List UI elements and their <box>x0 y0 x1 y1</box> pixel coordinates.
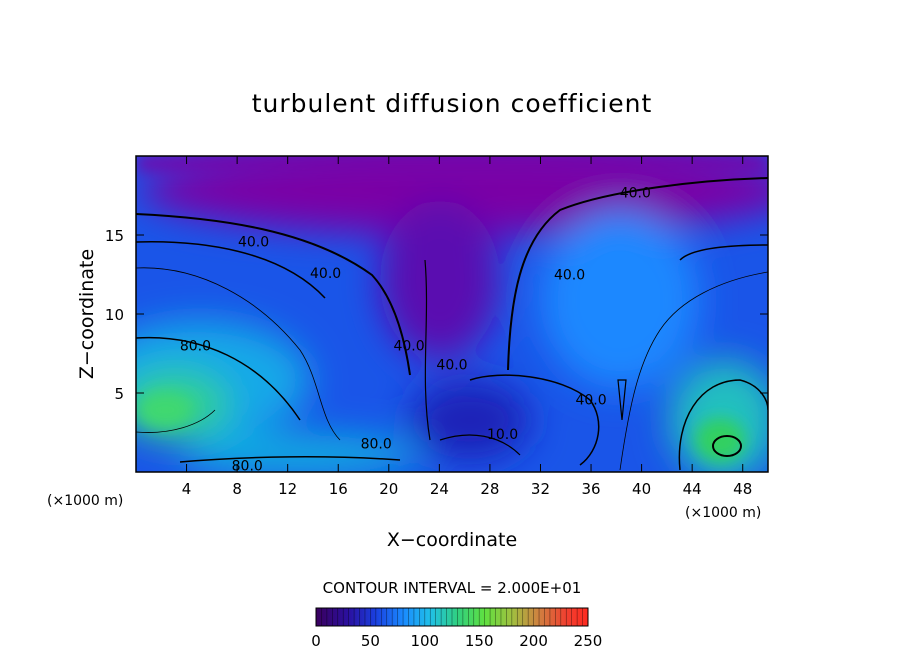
x-tick-label: 40 <box>632 480 651 498</box>
y-tick-label: 10 <box>105 306 124 324</box>
x-tick-label: 44 <box>683 480 702 498</box>
x-tick-label: 20 <box>379 480 398 498</box>
x-tick-label: 36 <box>581 480 600 498</box>
contour-label: 80.0 <box>180 339 211 355</box>
y-tick-label: 5 <box>114 385 124 403</box>
x-tick-label: 8 <box>232 480 242 498</box>
contour-label: 40.0 <box>238 234 269 250</box>
contour-label: 80.0 <box>361 437 392 453</box>
colorbar-tick-label: 100 <box>410 632 439 650</box>
x-axis-label: X−coordinate <box>387 529 517 551</box>
x-tick-label: 28 <box>480 480 499 498</box>
colorbar-tick-label: 200 <box>519 632 548 650</box>
colorbar-tick-label: 250 <box>574 632 603 650</box>
contour-label: 40.0 <box>575 392 606 408</box>
x-unit-left: (×1000 m) <box>47 493 123 509</box>
contour-label: 40.0 <box>310 266 341 282</box>
contour-interval: CONTOUR INTERVAL = 2.000E+01 <box>323 579 582 597</box>
x-tick-label: 32 <box>531 480 550 498</box>
x-tick-label: 16 <box>329 480 348 498</box>
contour-label: 40.0 <box>554 268 585 284</box>
contour-label: 40.0 <box>393 339 424 355</box>
contour-label: 10.0 <box>487 427 518 443</box>
colorbar-tick-label: 0 <box>311 632 321 650</box>
contour-label: 40.0 <box>436 358 467 374</box>
x-tick-label: 48 <box>733 480 752 498</box>
contour-label: 40.0 <box>620 185 651 201</box>
x-tick-label: 4 <box>182 480 192 498</box>
chart-title: turbulent diffusion coefficient <box>252 89 653 118</box>
colorbar: 0 50 100 150 200 250 <box>311 607 603 650</box>
colorbar-tick-label: 50 <box>361 632 380 650</box>
heatmap-field <box>136 156 768 472</box>
contour-label: 80.0 <box>232 459 263 475</box>
x-unit-right: (×1000 m) <box>685 505 761 521</box>
y-axis-label: Z−coordinate <box>76 249 98 379</box>
x-tick-label: 12 <box>278 480 297 498</box>
y-tick-label: 15 <box>105 227 124 245</box>
x-tick-label: 24 <box>430 480 449 498</box>
colorbar-tick-label: 150 <box>465 632 494 650</box>
